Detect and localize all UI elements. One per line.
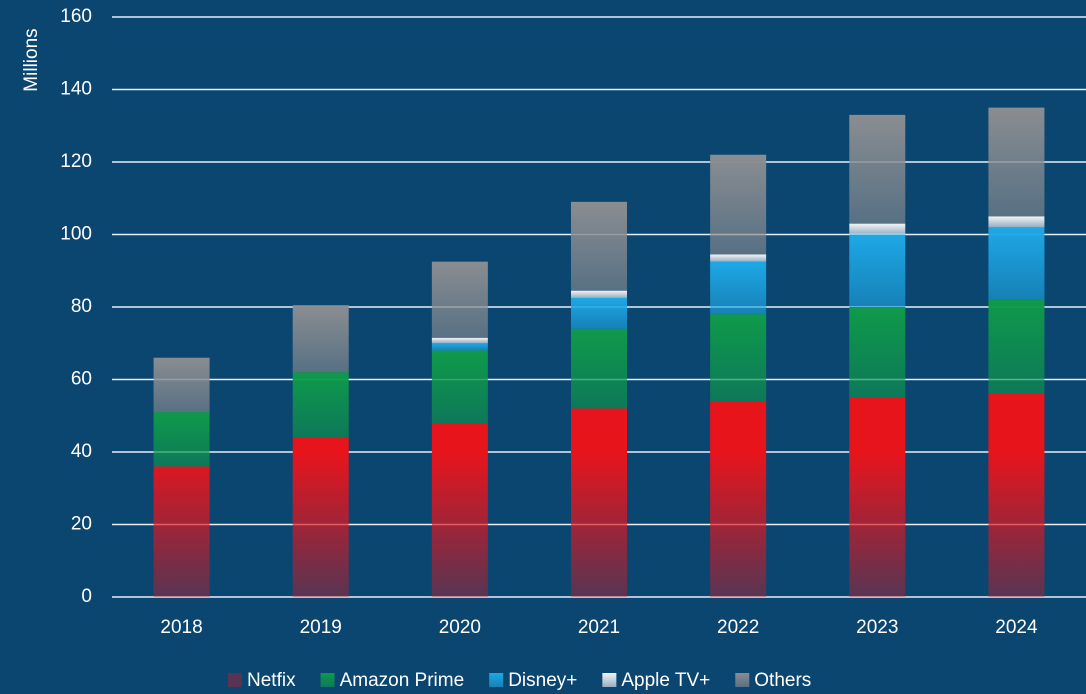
- page: {"chart_data": {"type": "stacked-bar", "…: [0, 0, 1086, 694]
- legend-swatch: [228, 673, 242, 687]
- bar-segment: [571, 329, 627, 409]
- legend-label: Apple TV+: [621, 670, 710, 691]
- bar-segment: [710, 401, 766, 597]
- y-tick-label: 100: [60, 224, 92, 245]
- bar-segment: [293, 372, 349, 437]
- bar-segment: [571, 298, 627, 329]
- bar-segment: [432, 343, 488, 350]
- x-tick-label: 2023: [856, 617, 898, 638]
- x-tick-label: 2022: [717, 617, 759, 638]
- legend-swatch: [489, 673, 503, 687]
- bar-segment: [571, 291, 627, 298]
- bar-segment: [849, 398, 905, 597]
- bar-segment: [432, 262, 488, 338]
- legend-label: Amazon Prime: [340, 670, 465, 691]
- bar-segment: [710, 314, 766, 401]
- bar-segment: [988, 108, 1044, 217]
- x-tick-label: 2024: [995, 617, 1038, 638]
- y-tick-label: 20: [71, 514, 92, 535]
- x-tick-label: 2019: [300, 617, 342, 638]
- x-tick-label: 2021: [578, 617, 620, 638]
- bar-segment: [293, 305, 349, 372]
- y-tick-label: 80: [71, 296, 92, 317]
- bar-segment: [571, 409, 627, 598]
- bar-segment: [988, 216, 1044, 227]
- y-tick-label: 140: [60, 79, 92, 100]
- bar-segment: [849, 224, 905, 235]
- bar-segment: [293, 438, 349, 598]
- bar-segment: [432, 351, 488, 424]
- bar-segment: [988, 300, 1044, 394]
- bar-segment: [571, 202, 627, 291]
- bar-segment: [849, 235, 905, 308]
- x-tick-label: 2020: [439, 617, 481, 638]
- bar-segment: [988, 227, 1044, 300]
- legend-label: Others: [754, 670, 811, 691]
- bar-segment: [154, 467, 210, 598]
- y-axis-label: Millions: [21, 28, 42, 91]
- bar-segment: [154, 412, 210, 466]
- y-tick-label: 160: [60, 6, 92, 27]
- legend-label: Netfix: [247, 670, 296, 691]
- y-tick-label: 40: [71, 441, 92, 462]
- bar-segment: [710, 155, 766, 255]
- bar-segment: [710, 262, 766, 315]
- y-tick-label: 0: [81, 586, 92, 607]
- legend-swatch: [321, 673, 335, 687]
- y-tick-label: 60: [71, 369, 92, 390]
- x-tick-label: 2018: [160, 617, 202, 638]
- legend-swatch: [735, 673, 749, 687]
- y-tick-label: 120: [60, 151, 92, 172]
- legend-label: Disney+: [508, 670, 577, 691]
- bar-segment: [154, 358, 210, 412]
- bar-segment: [849, 115, 905, 224]
- chart: Millions 0 20 40 60 80 100 120 140 160 2018 2019 20…: [0, 0, 1086, 694]
- bar-segment: [988, 394, 1044, 597]
- bar-segment: [432, 338, 488, 343]
- bar-segment: [710, 254, 766, 261]
- bar-segment: [849, 307, 905, 398]
- bar-segment: [432, 423, 488, 597]
- legend-swatch: [602, 673, 616, 687]
